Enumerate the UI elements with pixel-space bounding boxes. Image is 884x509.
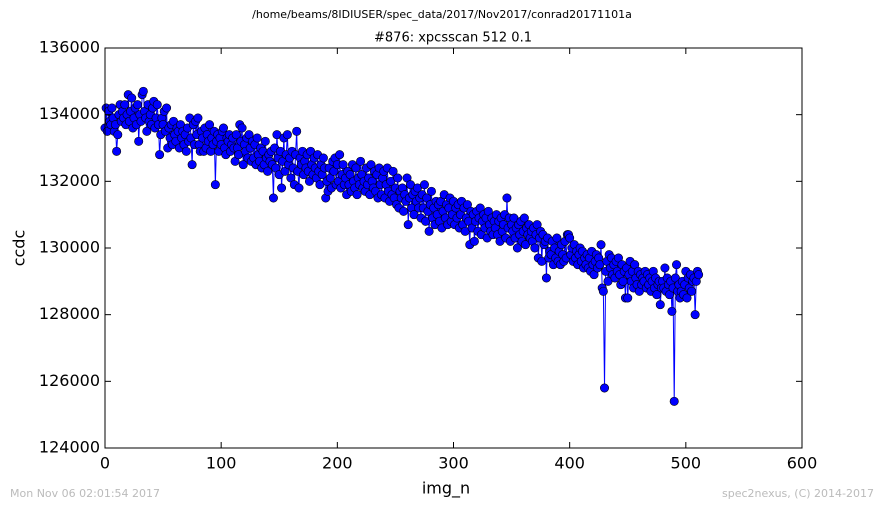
data-point	[113, 130, 123, 140]
data-point	[424, 226, 434, 236]
timestamp: Mon Nov 06 02:01:54 2017	[10, 487, 160, 500]
x-tick-label: 200	[322, 454, 353, 473]
data-point	[292, 126, 302, 136]
data-point	[660, 263, 670, 273]
data-point	[231, 130, 241, 140]
data-point	[238, 160, 248, 170]
data-point	[155, 150, 165, 160]
data-point	[682, 293, 692, 303]
data-point	[565, 233, 575, 243]
x-axis-label: img_n	[422, 479, 470, 499]
chart-title: #876: xpcsscan 512 0.1	[374, 31, 532, 46]
data-point	[672, 260, 682, 270]
data-point	[138, 86, 148, 96]
x-tick-label: 400	[554, 454, 585, 473]
data-point	[687, 286, 697, 296]
x-tick-label: 100	[206, 454, 237, 473]
data-point	[252, 133, 262, 143]
data-point	[237, 123, 247, 133]
data-point	[352, 190, 362, 200]
data-point	[530, 243, 540, 253]
data-point	[112, 146, 122, 156]
data-point	[263, 166, 273, 176]
data-point	[318, 153, 328, 163]
data-point	[351, 163, 361, 173]
data-point	[403, 220, 413, 230]
data-point	[127, 93, 137, 103]
data-point	[694, 270, 704, 280]
data-point	[107, 103, 117, 113]
data-point	[667, 306, 677, 316]
data-point	[426, 186, 436, 196]
data-point	[623, 293, 633, 303]
data-point	[120, 100, 130, 110]
data-point	[669, 396, 679, 406]
data-point	[469, 236, 479, 246]
data-point	[294, 183, 304, 193]
data-point	[205, 120, 215, 130]
y-tick-label: 134000	[39, 104, 100, 123]
credit: spec2nexus, (C) 2014-2017	[722, 487, 874, 500]
data-point	[399, 206, 409, 216]
data-point	[152, 100, 162, 110]
data-point	[652, 290, 662, 300]
data-point	[356, 156, 366, 166]
data-point	[596, 240, 606, 250]
y-tick-label: 132000	[39, 171, 100, 190]
data-point	[268, 193, 278, 203]
data-point	[388, 166, 398, 176]
data-point	[502, 193, 512, 203]
data-point	[512, 243, 522, 253]
data-point	[142, 126, 152, 136]
file-path: /home/beams/8IDIUSER/spec_data/2017/Nov2…	[252, 8, 632, 21]
data-point	[193, 113, 203, 123]
data-point	[187, 160, 197, 170]
data-point	[133, 100, 143, 110]
data-point	[134, 136, 144, 146]
data-point	[181, 146, 191, 156]
data-point	[335, 150, 345, 160]
x-tick-label: 300	[438, 454, 469, 473]
data-point	[282, 130, 292, 140]
x-tick-label: 500	[671, 454, 702, 473]
data-point	[690, 310, 700, 320]
data-point	[552, 233, 562, 243]
x-tick-label: 0	[100, 454, 110, 473]
data-point	[338, 160, 348, 170]
y-tick-label: 136000	[39, 38, 100, 57]
data-point	[618, 276, 628, 286]
data-point	[393, 173, 403, 183]
y-tick-label: 126000	[39, 371, 100, 390]
y-axis-label: ccdc	[10, 230, 29, 267]
y-tick-label: 128000	[39, 304, 100, 323]
data-point	[218, 123, 228, 133]
data-point	[655, 300, 665, 310]
data-point	[541, 273, 551, 283]
data-point	[519, 213, 529, 223]
x-tick-label: 600	[787, 454, 818, 473]
data-point	[260, 136, 270, 146]
data-point	[598, 286, 608, 296]
plot-area	[100, 86, 704, 406]
data-point	[162, 103, 172, 113]
data-point	[210, 180, 220, 190]
data-point	[277, 183, 287, 193]
data-point	[419, 180, 429, 190]
data-point	[600, 383, 610, 393]
y-tick-label: 130000	[39, 238, 100, 257]
y-tick-label: 124000	[39, 438, 100, 457]
